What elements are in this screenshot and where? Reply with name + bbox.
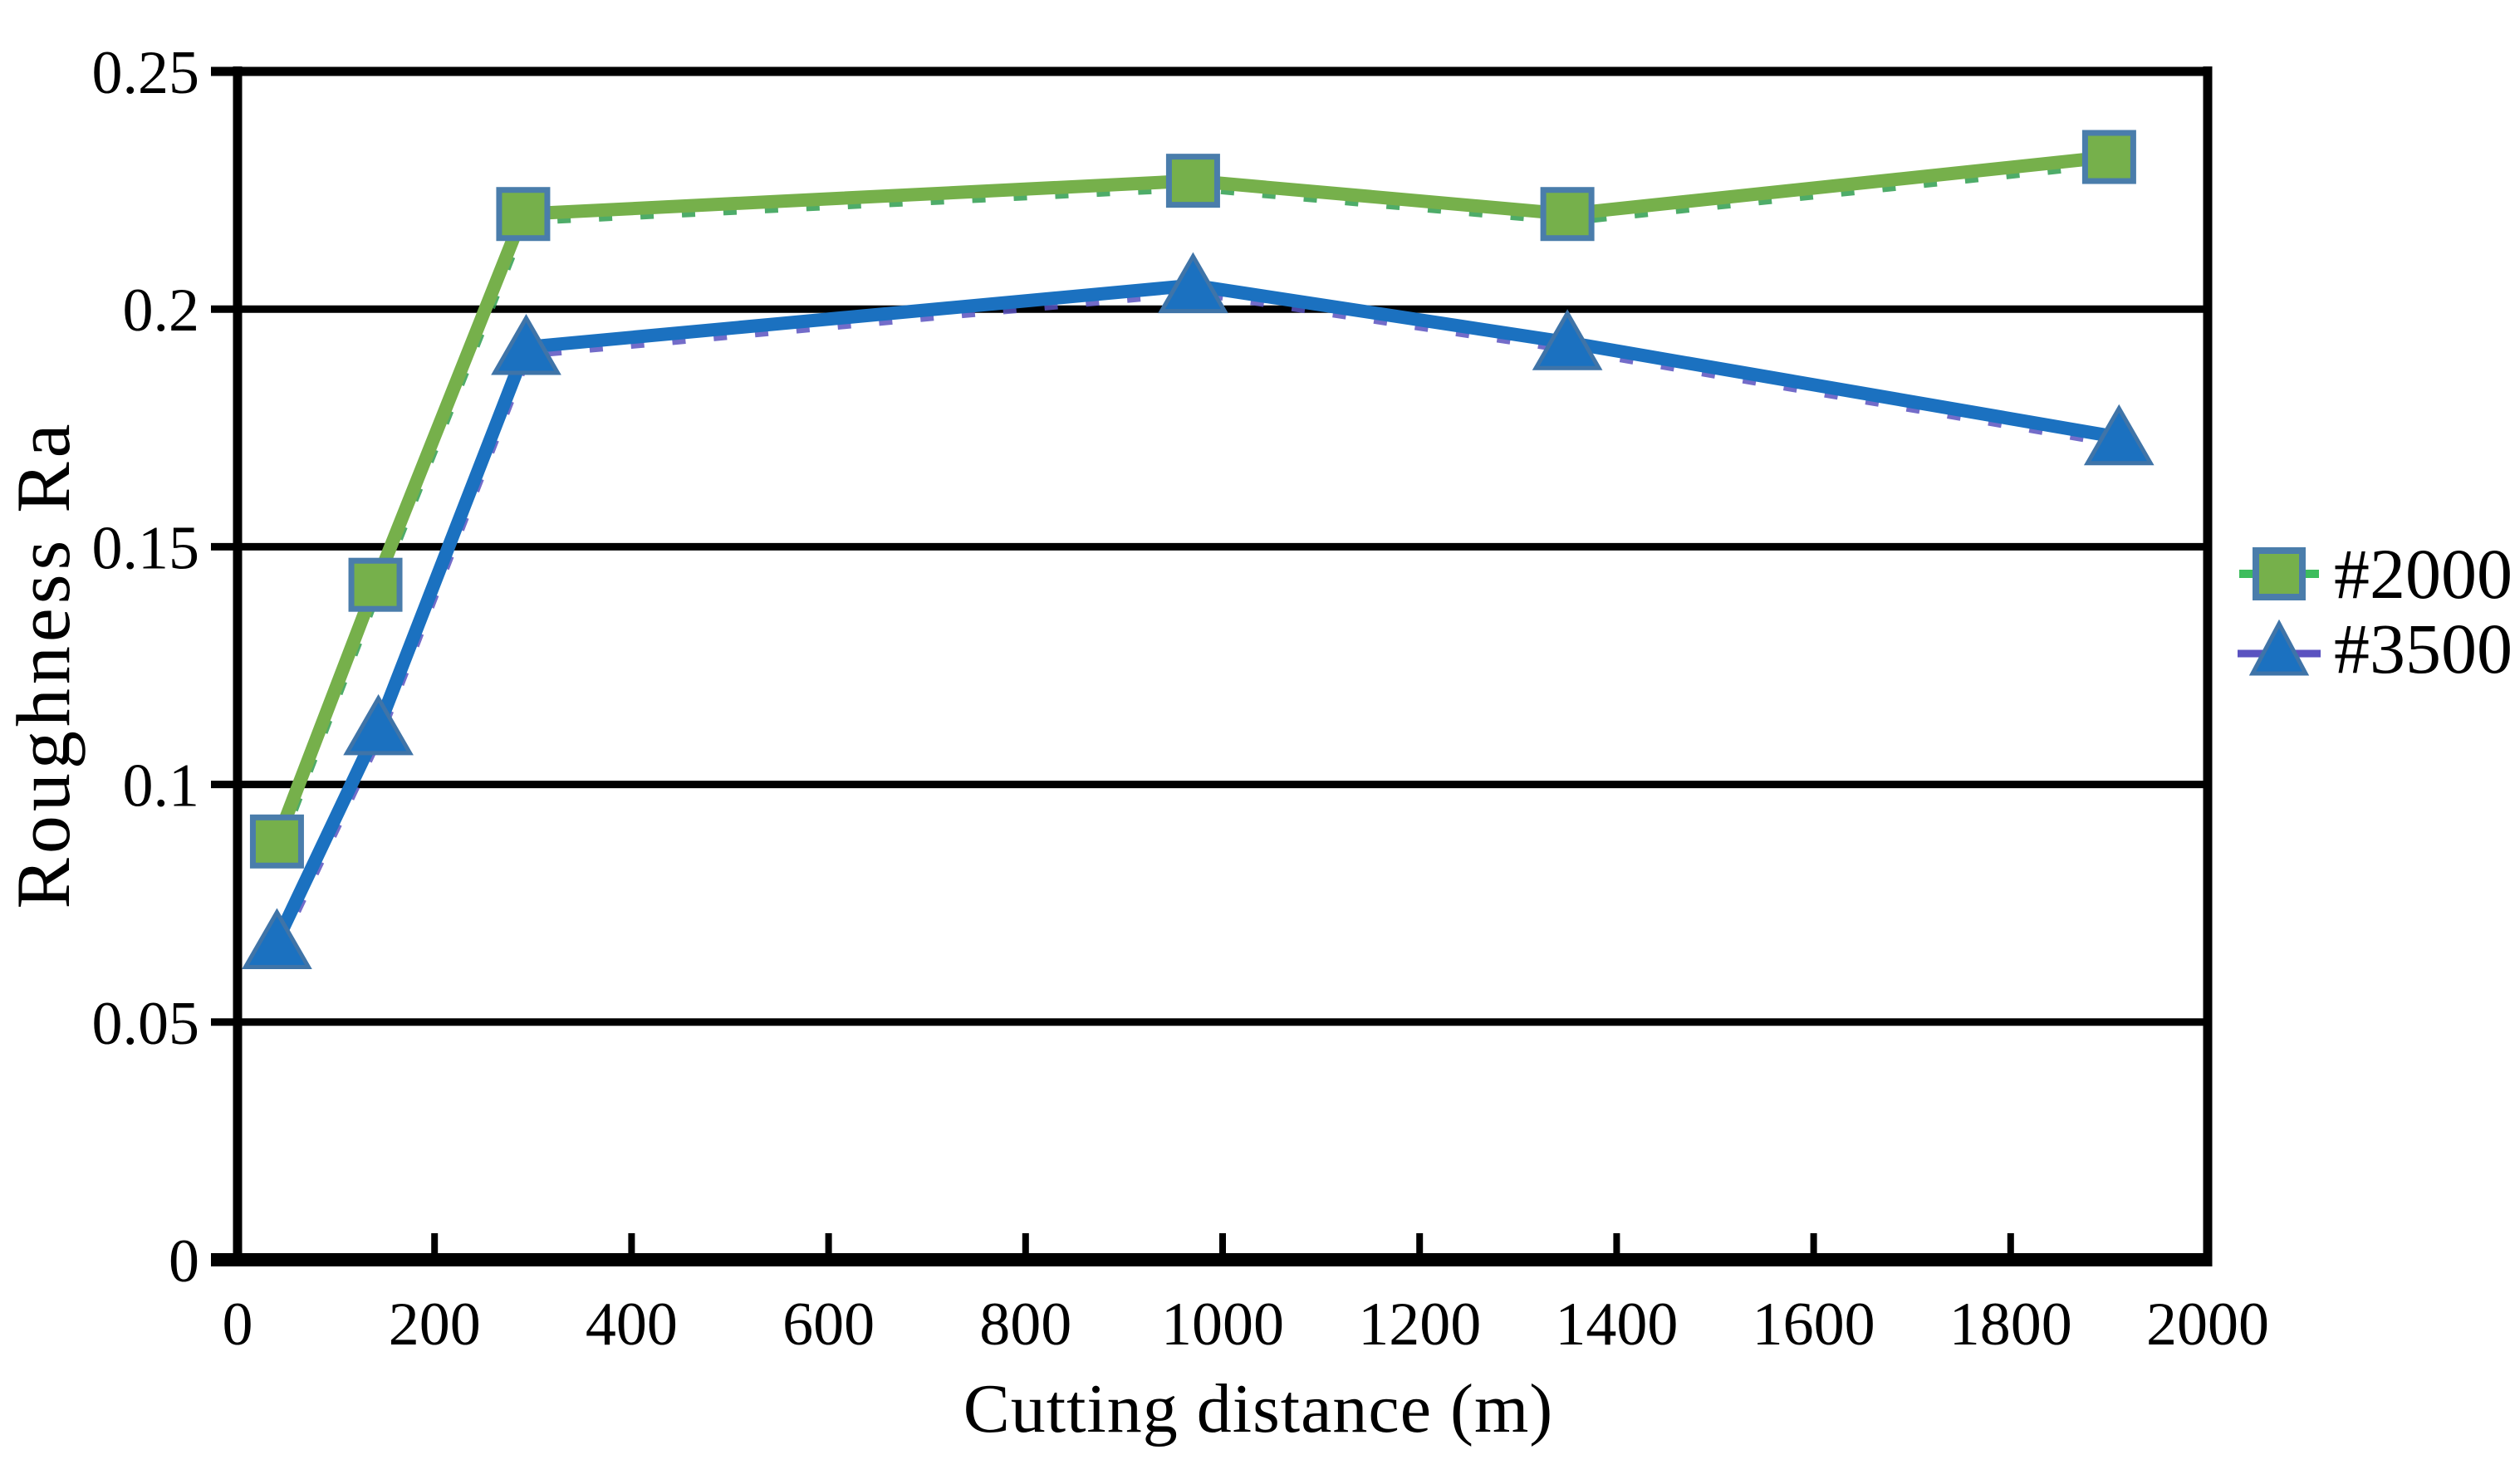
x-tick-label-2000: 2000 bbox=[2146, 1291, 2269, 1359]
x-tick-label-1400: 1400 bbox=[1555, 1291, 1678, 1359]
y-tick-label-0.1: 0.1 bbox=[123, 752, 200, 820]
triangle-marker-icon bbox=[2238, 619, 2321, 676]
legend-label-2000: #2000 bbox=[2334, 534, 2510, 614]
x-axis-title: Cutting distance (m) bbox=[963, 1370, 1554, 1447]
x-tick-label-1200: 1200 bbox=[1358, 1291, 1481, 1359]
data-point-#3500-4 bbox=[1532, 309, 1603, 370]
y-tick-label-0.15: 0.15 bbox=[92, 514, 200, 582]
legend-item-3500: #3500 bbox=[2229, 609, 2510, 688]
legend: #2000 #3500 bbox=[2229, 534, 2510, 688]
data-point-#2000-5 bbox=[2081, 130, 2136, 184]
series-line-#3500 bbox=[271, 278, 2120, 944]
data-point-#3500-2 bbox=[491, 313, 561, 375]
series-line-#2000 bbox=[270, 150, 2110, 845]
data-point-#2000-4 bbox=[1540, 187, 1595, 242]
y-tick-label-0: 0 bbox=[169, 1227, 199, 1295]
square-marker-icon bbox=[2239, 547, 2319, 600]
y-tick-label-0.2: 0.2 bbox=[123, 277, 200, 345]
x-tick-label-1800: 1800 bbox=[1949, 1291, 2072, 1359]
x-tick-label-800: 800 bbox=[979, 1291, 1071, 1359]
data-point-#3500-1 bbox=[343, 693, 414, 756]
x-tick-label-200: 200 bbox=[389, 1291, 481, 1359]
y-axis-title: Roughness Ra bbox=[1, 419, 86, 909]
y-tick-label-0.05: 0.05 bbox=[92, 990, 200, 1058]
x-tick-label-0: 0 bbox=[223, 1291, 253, 1359]
x-tick-label-1000: 1000 bbox=[1161, 1291, 1284, 1359]
data-point-#2000-2 bbox=[496, 187, 551, 242]
data-point-#2000-0 bbox=[249, 814, 304, 869]
series-dash-overlay-#3500 bbox=[276, 289, 2123, 951]
x-tick-label-600: 600 bbox=[782, 1291, 875, 1359]
x-tick-label-1600: 1600 bbox=[1753, 1291, 1875, 1359]
data-point-#3500-5 bbox=[2083, 404, 2155, 466]
data-point-#3500-3 bbox=[1158, 252, 1228, 314]
legend-label-3500: #3500 bbox=[2334, 609, 2510, 688]
legend-item-2000: #2000 bbox=[2229, 534, 2510, 614]
data-point-#2000-3 bbox=[1165, 154, 1220, 208]
x-tick-label-400: 400 bbox=[586, 1291, 678, 1359]
y-tick-label-0.25: 0.25 bbox=[92, 39, 200, 107]
series-dash-overlay-#2000 bbox=[276, 160, 2112, 850]
data-point-#3500-0 bbox=[242, 908, 312, 969]
data-point-#2000-1 bbox=[348, 557, 403, 612]
